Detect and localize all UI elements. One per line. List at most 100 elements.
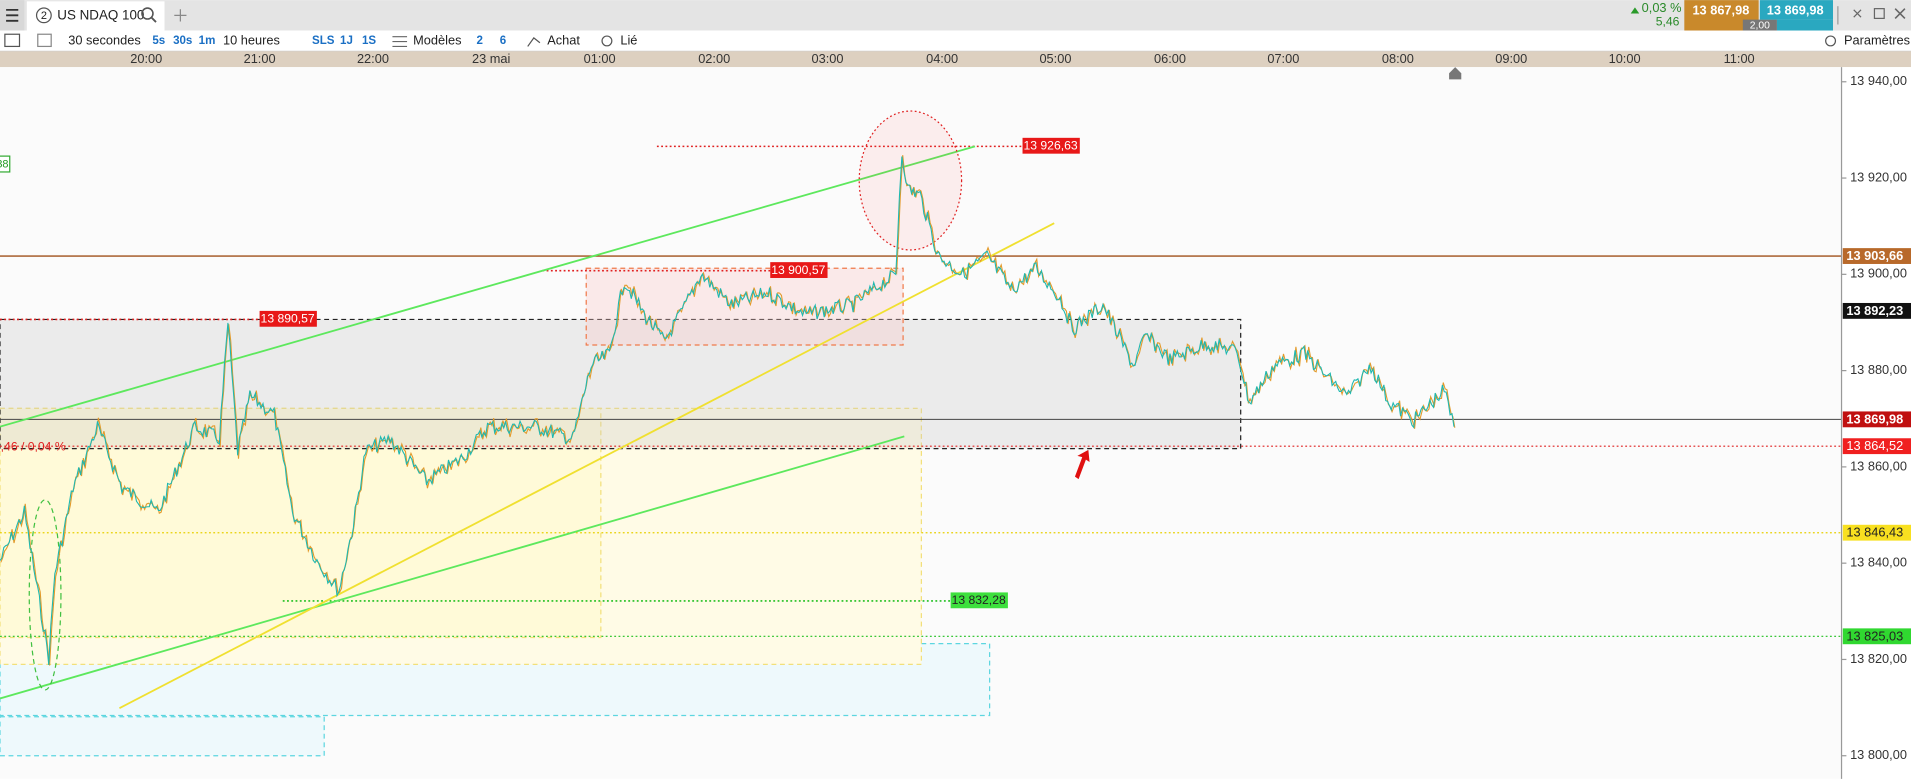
time-label: 20:00: [130, 51, 162, 66]
now-marker: [1449, 67, 1462, 80]
counter[interactable]: 2: [477, 35, 483, 47]
trend-line: [119, 222, 1055, 710]
low-label: 13 832,28: [952, 593, 1006, 607]
time-label: 04:00: [926, 51, 958, 66]
price-marker: [1842, 628, 1911, 645]
templates[interactable]: Modèles: [413, 32, 461, 47]
price-tag: [770, 262, 828, 278]
list-icon[interactable]: [4, 33, 21, 48]
tab-number: 2: [41, 10, 47, 22]
time-label: 02:00: [698, 51, 730, 66]
search-icon-handle: [150, 16, 157, 23]
time-label: 03:00: [812, 51, 844, 66]
toolbar: [0, 30, 1911, 52]
price-marker: [1842, 411, 1911, 428]
float-icon[interactable]: [1853, 9, 1862, 18]
maximize-icon[interactable]: [1873, 8, 1885, 19]
price-label: 13 880,00: [1850, 362, 1907, 377]
spread-box: [1742, 19, 1777, 31]
tab-number-circle: [35, 7, 52, 24]
sls-button[interactable]: SLS: [312, 35, 335, 47]
highlight-ellipse: [858, 110, 963, 251]
time-label: 06:00: [1154, 51, 1186, 66]
change-percent: 0,03 %: [1642, 0, 1682, 15]
search-icon[interactable]: [141, 7, 154, 20]
high-label: 13 926,63: [1023, 139, 1077, 153]
price-marker: [1842, 248, 1911, 264]
layout-icon[interactable]: [37, 33, 52, 48]
price-marker-label: 13 869,98: [1846, 411, 1903, 426]
ask-price: 13 869,98: [1767, 2, 1824, 17]
time-label: 08:00: [1382, 51, 1414, 66]
counter[interactable]: 6: [500, 35, 507, 47]
ask-box-lower: [1776, 19, 1833, 31]
price-marker: [1842, 302, 1911, 319]
quick-interval[interactable]: 5s: [152, 35, 165, 47]
link-icon: [601, 35, 613, 47]
settings-button[interactable]: Paramètres: [1844, 32, 1910, 47]
level-label: 13 890,57: [261, 312, 315, 326]
quick-interval[interactable]: 1m: [199, 35, 216, 47]
price-marker: [1842, 438, 1911, 455]
period[interactable]: 10 heures: [223, 32, 280, 47]
price-label: 13 940,00: [1850, 73, 1907, 88]
price-marker-label: 13 825,03: [1846, 628, 1903, 643]
time-axis: [0, 51, 1911, 68]
zone: [0, 716, 325, 757]
bid-price: 13 867,98: [1692, 2, 1749, 17]
time-label: 07:00: [1267, 51, 1299, 66]
range-top-label: 13 900,57: [771, 263, 825, 277]
price-tag: [1022, 137, 1080, 154]
time-label: 11:00: [1724, 51, 1755, 66]
up-arrow: [1630, 7, 1640, 14]
link-button[interactable]: Lié: [620, 32, 637, 47]
instrument-name: US NDAQ 100: [57, 8, 144, 23]
close-icon[interactable]: [1894, 8, 1906, 19]
quick-interval[interactable]: 30s: [173, 35, 192, 47]
interval[interactable]: 30 secondes: [68, 32, 140, 47]
top-bar: [0, 0, 1911, 31]
instrument-tab[interactable]: [26, 1, 165, 31]
week-button[interactable]: 1S: [362, 35, 376, 47]
price-trace: [0, 156, 1455, 665]
menu-icon: [6, 8, 19, 22]
price-trace: [0, 155, 1456, 666]
time-label: 23 mai: [472, 51, 510, 66]
range-box: [0, 318, 1242, 450]
highlight-ellipse: [28, 499, 62, 691]
price-label: 13 860,00: [1850, 458, 1907, 473]
add-tab[interactable]: [174, 9, 187, 22]
price-marker-label: 13 846,43: [1846, 525, 1903, 540]
trend-line: [0, 145, 976, 428]
order-icon: [527, 37, 541, 47]
change-points: 5,46: [1656, 14, 1680, 28]
price-tag: [259, 310, 317, 327]
day-button[interactable]: 1J: [340, 35, 353, 47]
templates-icon: [392, 36, 408, 48]
price-marker-label: 13 892,23: [1846, 303, 1903, 318]
price-label: 13 820,00: [1850, 651, 1907, 666]
price-label: 13 800,00: [1850, 747, 1907, 762]
trend-line: [0, 435, 905, 700]
price-label: 13 920,00: [1850, 169, 1907, 184]
price-marker-label: 13 864,52: [1846, 438, 1903, 453]
spread: 2,00: [1750, 20, 1770, 31]
time-label: 01:00: [584, 51, 616, 66]
settings-icon: [1825, 35, 1837, 47]
time-label: 09:00: [1495, 51, 1527, 66]
time-label: 10:00: [1609, 51, 1641, 66]
price-marker-label: 13 903,66: [1846, 248, 1903, 263]
order-button[interactable]: Achat: [547, 32, 580, 47]
edge-label: 38: [0, 159, 9, 171]
price-label: 13 900,00: [1850, 266, 1907, 281]
range-box: [585, 267, 904, 346]
price-marker: [1842, 524, 1911, 541]
time-label: 21:00: [244, 51, 276, 66]
price-tag: [950, 592, 1008, 609]
time-label: 22:00: [357, 51, 389, 66]
red-arrow: [1074, 449, 1090, 480]
ask-box[interactable]: [1759, 0, 1833, 20]
variation-label: 5,46 / 0,04 %: [0, 440, 66, 454]
price-label: 13 840,00: [1850, 555, 1907, 570]
